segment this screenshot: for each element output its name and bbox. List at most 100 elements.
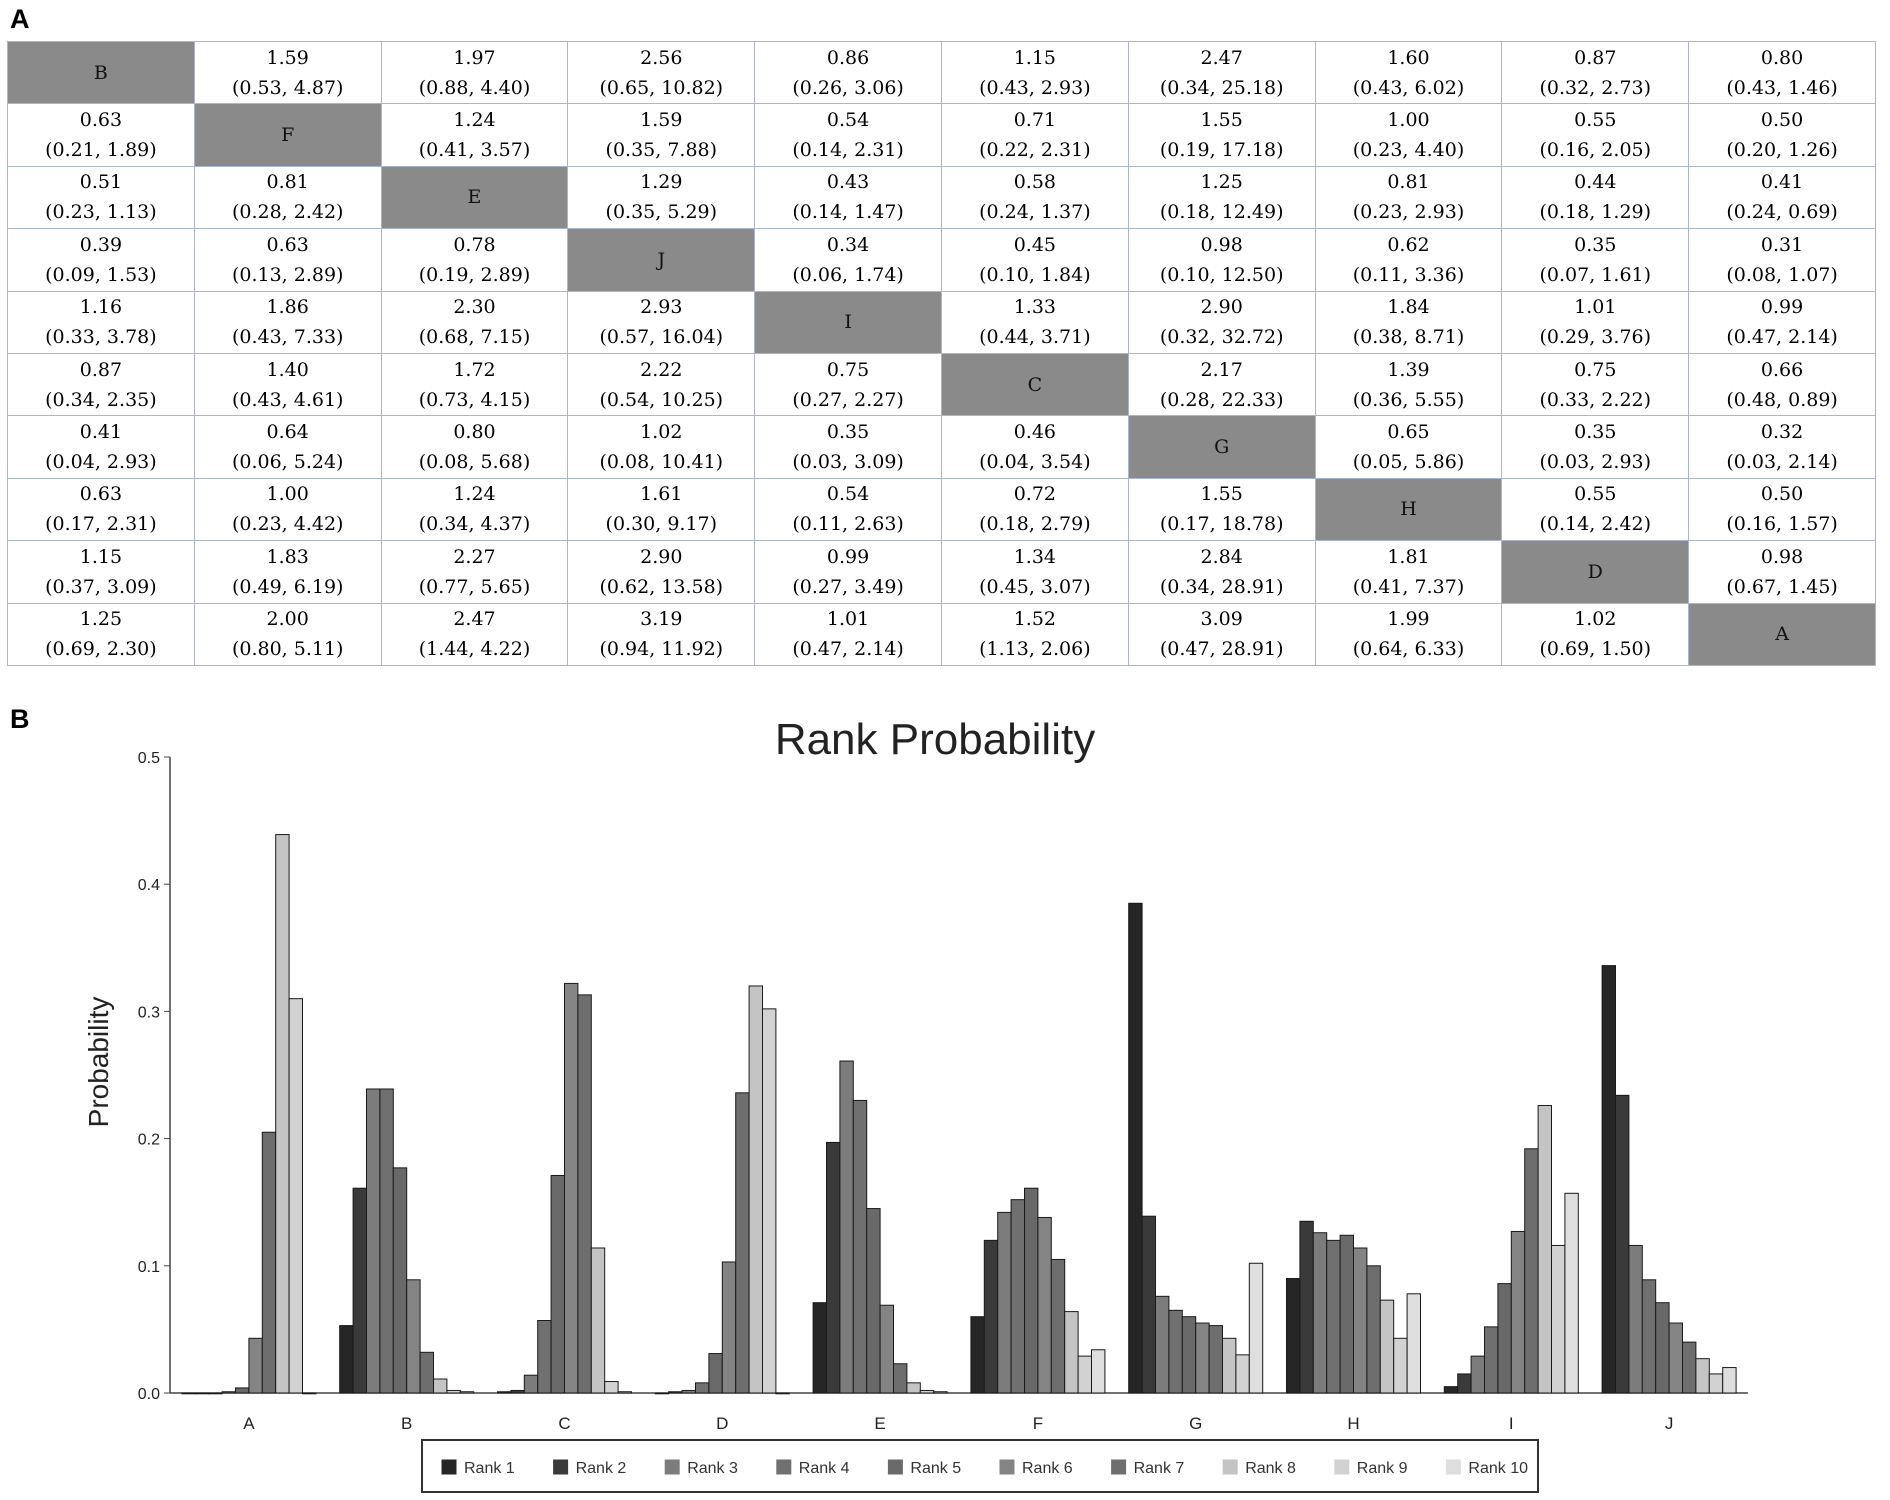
comparison-cell: 1.81 (0.41, 7.37) <box>1314 540 1503 604</box>
confidence-interval: (0.04, 3.54) <box>979 451 1091 474</box>
confidence-interval: (0.09, 1.53) <box>45 263 157 286</box>
treatment-cell: A <box>1688 602 1876 666</box>
estimate: 1.60 <box>1387 46 1430 69</box>
bar <box>1497 1283 1512 1394</box>
bar <box>1682 1341 1697 1394</box>
estimate: 0.63 <box>79 483 123 506</box>
estimate: 1.00 <box>1387 109 1430 132</box>
comparison-cell: 3.19 (0.94, 11.92) <box>567 602 756 666</box>
confidence-interval: (0.43, 6.02) <box>1352 76 1465 99</box>
estimate: 2.00 <box>266 608 309 631</box>
bar <box>775 1392 790 1395</box>
confidence-interval: (0.45, 3.07) <box>979 575 1091 598</box>
confidence-interval: (0.32, 2.73) <box>1539 76 1652 99</box>
estimate: 0.54 <box>826 483 870 506</box>
bar <box>1181 1316 1197 1394</box>
treatment-cell: J <box>567 228 756 292</box>
comparison-cell: 1.84 (0.38, 8.71) <box>1314 290 1503 354</box>
confidence-interval: (0.88, 4.40) <box>418 76 531 99</box>
comparison-cell: 0.62 (0.11, 3.36) <box>1314 228 1503 292</box>
comparison-cell: 0.54 (0.14, 2.31) <box>754 103 942 167</box>
estimate: 1.72 <box>453 358 496 381</box>
confidence-interval: (0.23, 4.42) <box>231 513 344 536</box>
bar <box>261 1131 277 1394</box>
bar <box>1524 1148 1539 1394</box>
bar <box>812 1302 827 1394</box>
comparison-cell: 2.93 (0.57, 16.04) <box>567 290 756 354</box>
bar <box>590 1247 606 1394</box>
estimate: 2.47 <box>1200 46 1243 69</box>
confidence-interval: (0.30, 9.17) <box>605 513 718 536</box>
estimate: 0.55 <box>1574 109 1617 132</box>
comparison-cell: 2.00 (0.80, 5.11) <box>193 602 382 666</box>
estimate: 2.90 <box>640 545 683 568</box>
confidence-interval: (0.38, 8.71) <box>1352 326 1465 349</box>
legend-swatch <box>553 1459 569 1475</box>
bar <box>695 1382 710 1394</box>
confidence-interval: (1.44, 4.22) <box>418 638 531 661</box>
estimate: 1.02 <box>1574 608 1617 631</box>
estimate: 2.90 <box>1200 296 1243 319</box>
comparison-cell: 0.99 (0.47, 2.14) <box>1688 290 1876 354</box>
bar <box>906 1382 921 1394</box>
comparison-cell: 0.35 (0.03, 2.93) <box>1501 415 1690 479</box>
comparison-cell: 0.39 (0.09, 1.53) <box>7 228 195 292</box>
confidence-interval: (0.36, 5.55) <box>1352 388 1465 411</box>
league-row: 1.15 (0.37, 3.09) 1.83 (0.49, 6.19) 2.27 (0.7… <box>7 540 1876 604</box>
comparison-cell: 2.27 (0.77, 5.65) <box>380 540 569 604</box>
confidence-interval: (0.11, 3.36) <box>1352 263 1465 286</box>
confidence-interval: (0.29, 3.76) <box>1539 326 1652 349</box>
comparison-cell: 1.29 (0.35, 5.29) <box>567 165 756 230</box>
confidence-interval: (0.17, 18.78) <box>1159 513 1284 536</box>
estimate: 1.00 <box>266 483 309 506</box>
legend-label: Rank 8 <box>1245 1460 1296 1477</box>
estimate: 0.87 <box>1574 46 1617 69</box>
bar <box>459 1391 475 1394</box>
x-tick-label: E <box>874 1414 885 1433</box>
comparison-cell: 0.98 (0.10, 12.50) <box>1127 228 1316 292</box>
legend-swatch <box>1111 1459 1127 1475</box>
legend-box <box>421 1439 1539 1493</box>
confidence-interval: (0.41, 3.57) <box>418 139 531 162</box>
confidence-interval: (0.64, 6.33) <box>1352 638 1465 661</box>
comparison-cell: 0.45 (0.10, 1.84) <box>940 228 1129 292</box>
confidence-interval: (0.11, 2.63) <box>792 513 904 536</box>
estimate: 0.65 <box>1387 421 1430 444</box>
chart-title: Rank Probability <box>775 715 1095 764</box>
comparison-cell: 0.32 (0.03, 2.14) <box>1688 415 1876 479</box>
bar <box>1470 1355 1485 1394</box>
comparison-cell: 2.90 (0.32, 32.72) <box>1127 290 1316 354</box>
comparison-cell: 1.59 (0.35, 7.88) <box>567 103 756 167</box>
bar <box>419 1351 435 1394</box>
bar <box>708 1353 723 1394</box>
comparison-cell: 0.72 (0.18, 2.79) <box>940 477 1129 542</box>
legend-label: Rank 5 <box>910 1460 961 1477</box>
comparison-cell: 1.24 (0.41, 3.57) <box>380 103 569 167</box>
bar <box>970 1316 985 1394</box>
bar <box>1406 1293 1421 1394</box>
estimate: 0.80 <box>1760 46 1804 69</box>
estimate: 1.16 <box>79 296 123 319</box>
comparison-cell: 0.46 (0.04, 3.54) <box>940 415 1129 479</box>
bar <box>1564 1192 1579 1394</box>
legend-label: Rank 6 <box>1022 1460 1073 1477</box>
comparison-cell: 1.55 (0.17, 18.78) <box>1127 477 1316 542</box>
y-axis-label: Probability <box>83 997 114 1128</box>
legend: Rank 1 Rank 2 Rank 3 Rank 4 Rank 5 Rank 6 Rank… <box>421 1439 1539 1493</box>
comparison-cell: 1.83 (0.49, 6.19) <box>193 540 382 604</box>
estimate: 1.15 <box>1013 46 1057 69</box>
bar <box>1128 902 1143 1394</box>
league-row: 0.39 (0.09, 1.53) 0.63 (0.13, 2.89) 0.78 (0.1… <box>7 228 1876 292</box>
confidence-interval: (0.23, 4.40) <box>1352 139 1465 162</box>
bar <box>604 1381 619 1394</box>
confidence-interval: (0.14, 2.42) <box>1539 513 1652 536</box>
estimate: 0.51 <box>79 171 123 194</box>
estimate: 1.34 <box>1013 545 1057 568</box>
comparison-cell: 1.39 (0.36, 5.55) <box>1314 352 1503 417</box>
bar <box>275 834 290 1394</box>
estimate: 1.81 <box>1387 545 1430 568</box>
comparison-cell: 0.66 (0.48, 0.89) <box>1688 352 1876 417</box>
confidence-interval: (0.43, 4.61) <box>231 388 344 411</box>
estimate: 0.32 <box>1760 421 1804 444</box>
legend-label: Rank 10 <box>1468 1460 1528 1477</box>
